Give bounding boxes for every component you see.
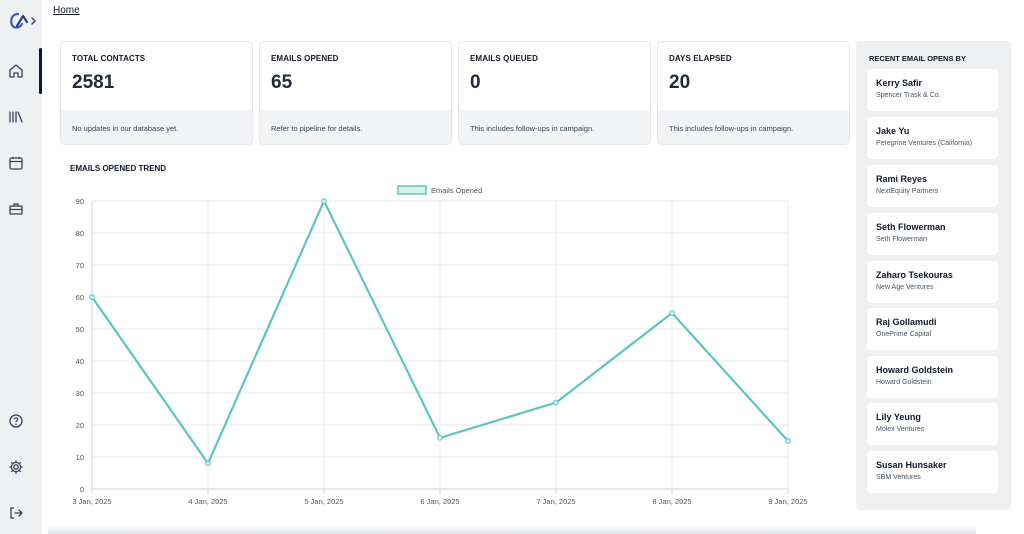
y-tick-label: 40	[76, 357, 84, 366]
contact-company: Spencer Trask & Co.	[876, 92, 941, 99]
contact-company: Peregrine Ventures (California)	[876, 140, 973, 147]
sidebar	[0, 0, 42, 534]
contact-name: Susan Hunsaker	[876, 460, 947, 470]
contact-company: Molex Ventures	[876, 426, 925, 433]
legend-label: Emails Opened	[431, 186, 482, 195]
settings-icon[interactable]	[8, 459, 24, 475]
data-point	[321, 198, 327, 204]
stat-card-emails-opened: EMAILS OPENED 65 Refer to pipeline for d…	[259, 41, 452, 145]
logout-icon[interactable]	[8, 505, 24, 521]
x-tick-label: 8 Jan, 2025	[652, 497, 691, 506]
recent-open-item[interactable]: Kerry Safir Spencer Trask & Co.	[867, 69, 998, 111]
data-point	[785, 438, 791, 444]
home-icon[interactable]	[8, 63, 24, 79]
contact-company: OnePrime Capital	[876, 331, 932, 338]
contact-company: SBM Ventures	[876, 474, 921, 481]
contact-name: Lily Yeung	[876, 412, 921, 422]
recent-open-item[interactable]: Howard Goldstein Howard Goldstein	[867, 356, 998, 398]
x-tick-label: 6 Jan, 2025	[420, 497, 459, 506]
recent-open-item[interactable]: Jake Yu Peregrine Ventures (California)	[867, 117, 998, 159]
stat-label: EMAILS QUEUED	[470, 54, 538, 63]
help-icon[interactable]	[8, 413, 24, 429]
stat-label: EMAILS OPENED	[271, 54, 339, 63]
stat-card-days-elapsed: DAYS ELAPSED 20 This includes follow-ups…	[657, 41, 850, 145]
recent-open-item[interactable]: Seth Flowerman Seth Flowerman	[867, 213, 998, 255]
data-point	[553, 399, 559, 406]
recent-open-item[interactable]: Raj Gollamudi OnePrime Capital	[867, 308, 998, 350]
contact-name: Zaharo Tsekouras	[876, 270, 953, 280]
stat-note: This includes follow-ups in campaign.	[459, 110, 650, 144]
data-point	[669, 310, 675, 316]
contact-name: Raj Gollamudi	[876, 317, 937, 327]
stat-label: TOTAL CONTACTS	[72, 54, 146, 63]
stat-value: 20	[669, 72, 691, 93]
data-point	[437, 435, 443, 441]
recent-open-item[interactable]: Susan Hunsaker SBM Ventures	[867, 451, 998, 493]
y-tick-label: 50	[76, 325, 84, 334]
contact-company: New Age Ventures	[876, 284, 934, 291]
x-tick-label: 4 Jan, 2025	[188, 497, 227, 506]
legend-swatch	[397, 185, 427, 195]
contact-name: Jake Yu	[876, 126, 910, 136]
y-tick-label: 0	[80, 485, 84, 494]
stat-note: This includes follow-ups in campaign.	[658, 110, 849, 144]
library-icon[interactable]	[8, 109, 24, 125]
bottom-edge	[48, 524, 976, 534]
y-tick-label: 70	[76, 261, 84, 270]
active-nav-indicator	[39, 48, 42, 94]
x-tick-label: 5 Jan, 2025	[304, 497, 343, 506]
calendar-icon[interactable]	[8, 155, 24, 171]
stat-card-emails-queued: EMAILS QUEUED 0 This includes follow-ups…	[458, 41, 651, 145]
stat-value: 65	[271, 72, 293, 93]
briefcase-icon[interactable]	[8, 201, 24, 217]
stat-card-total-contacts: TOTAL CONTACTS 2581 No updates in our da…	[60, 41, 253, 145]
chart-title: EMAILS OPENED TREND	[70, 164, 167, 173]
stat-note: No updates in our database yet.	[61, 110, 252, 144]
recent-open-item[interactable]: Zaharo Tsekouras New Age Ventures	[867, 261, 998, 303]
breadcrumb-home[interactable]: Home	[53, 5, 80, 16]
y-tick-label: 80	[76, 229, 84, 238]
stat-note: Refer to pipeline for details.	[260, 110, 451, 144]
y-tick-label: 60	[76, 293, 84, 302]
x-tick-label: 7 Jan, 2025	[536, 497, 575, 506]
recent-opens-panel: RECENT EMAIL OPENS BY Kerry Safir Spence…	[856, 41, 1011, 510]
contact-company: NextEquity Partners	[876, 188, 939, 195]
stat-value: 0	[470, 72, 481, 93]
y-tick-label: 30	[76, 389, 84, 398]
logo-icon[interactable]	[8, 10, 38, 32]
contact-company: Seth Flowerman	[876, 236, 927, 243]
x-tick-label: 3 Jan, 2025	[72, 497, 111, 506]
contact-name: Howard Goldstein	[876, 365, 954, 375]
stat-label: DAYS ELAPSED	[669, 54, 732, 63]
y-tick-label: 10	[76, 453, 84, 462]
x-tick-label: 9 Jan, 2025	[768, 497, 807, 506]
stat-value: 2581	[72, 72, 115, 93]
data-point	[205, 460, 211, 467]
contact-name: Kerry Safir	[876, 78, 923, 88]
contact-company: Howard Goldstein	[876, 379, 932, 386]
recent-open-item[interactable]: Lily Yeung Molex Ventures	[867, 403, 998, 445]
y-tick-label: 20	[76, 421, 84, 430]
recent-open-item[interactable]: Rami Reyes NextEquity Partners	[867, 165, 998, 207]
panel-title: RECENT EMAIL OPENS BY	[869, 54, 966, 63]
data-point	[89, 294, 95, 300]
contact-name: Seth Flowerman	[876, 222, 946, 232]
emails-opened-chart: 0 10 20 30 40 50 60 70 80 90 3 Jan, 2025 4 Jan, 202…	[72, 185, 808, 506]
y-tick-label: 90	[76, 197, 84, 206]
contact-name: Rami Reyes	[876, 174, 928, 184]
